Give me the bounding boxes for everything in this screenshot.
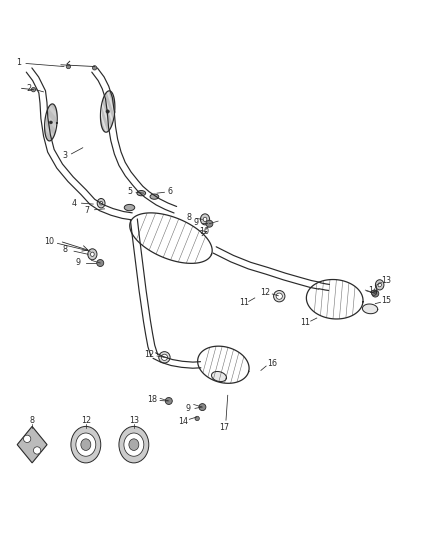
Ellipse shape [137, 190, 146, 196]
Circle shape [31, 87, 35, 92]
Ellipse shape [124, 205, 135, 211]
Circle shape [206, 220, 213, 227]
Circle shape [372, 290, 379, 297]
Polygon shape [212, 372, 226, 382]
Text: 11: 11 [239, 298, 249, 307]
Text: 10: 10 [45, 237, 55, 246]
Ellipse shape [91, 252, 94, 256]
Text: 11: 11 [300, 318, 311, 327]
Text: 12: 12 [81, 416, 91, 425]
Circle shape [106, 110, 110, 113]
Text: 15: 15 [381, 296, 391, 305]
Circle shape [195, 416, 199, 421]
Circle shape [159, 352, 170, 363]
Polygon shape [17, 426, 47, 463]
Text: 9: 9 [194, 219, 199, 228]
Ellipse shape [201, 214, 210, 225]
Text: 6: 6 [168, 187, 173, 196]
Polygon shape [362, 304, 378, 314]
Text: 14: 14 [367, 286, 378, 295]
Circle shape [276, 293, 283, 300]
Ellipse shape [378, 283, 381, 287]
Ellipse shape [119, 426, 149, 463]
Text: 12: 12 [260, 288, 270, 297]
Text: 10: 10 [199, 227, 209, 236]
Text: 9: 9 [186, 404, 191, 413]
Text: 9: 9 [76, 257, 81, 266]
Ellipse shape [99, 201, 102, 205]
Text: 8: 8 [30, 416, 35, 425]
Text: 4: 4 [71, 199, 77, 208]
Ellipse shape [76, 433, 96, 456]
Circle shape [66, 64, 71, 69]
Text: 13: 13 [381, 276, 391, 285]
Circle shape [33, 447, 41, 454]
Circle shape [97, 260, 104, 266]
Circle shape [161, 354, 168, 360]
Circle shape [92, 66, 97, 70]
Ellipse shape [71, 426, 101, 463]
Text: 5: 5 [127, 187, 132, 196]
Ellipse shape [129, 439, 139, 450]
Text: 8: 8 [63, 245, 68, 254]
Circle shape [371, 290, 377, 295]
Ellipse shape [375, 280, 384, 290]
Text: 7: 7 [85, 206, 90, 215]
Ellipse shape [124, 433, 144, 456]
Text: 16: 16 [267, 359, 277, 368]
Circle shape [274, 290, 285, 302]
Text: 12: 12 [144, 350, 154, 359]
Text: 2: 2 [27, 84, 32, 93]
Ellipse shape [81, 439, 91, 450]
Circle shape [24, 435, 31, 442]
Text: 17: 17 [219, 423, 230, 432]
Text: 14: 14 [178, 417, 188, 426]
Text: 8: 8 [187, 213, 192, 222]
Text: 13: 13 [129, 416, 139, 425]
Text: 1: 1 [16, 58, 21, 67]
Ellipse shape [203, 217, 207, 222]
Circle shape [165, 398, 172, 405]
Text: 3: 3 [63, 151, 68, 160]
Circle shape [199, 403, 206, 410]
Ellipse shape [97, 198, 105, 208]
Ellipse shape [88, 249, 97, 260]
Circle shape [49, 121, 53, 124]
Ellipse shape [150, 194, 159, 199]
Text: 18: 18 [148, 395, 158, 404]
